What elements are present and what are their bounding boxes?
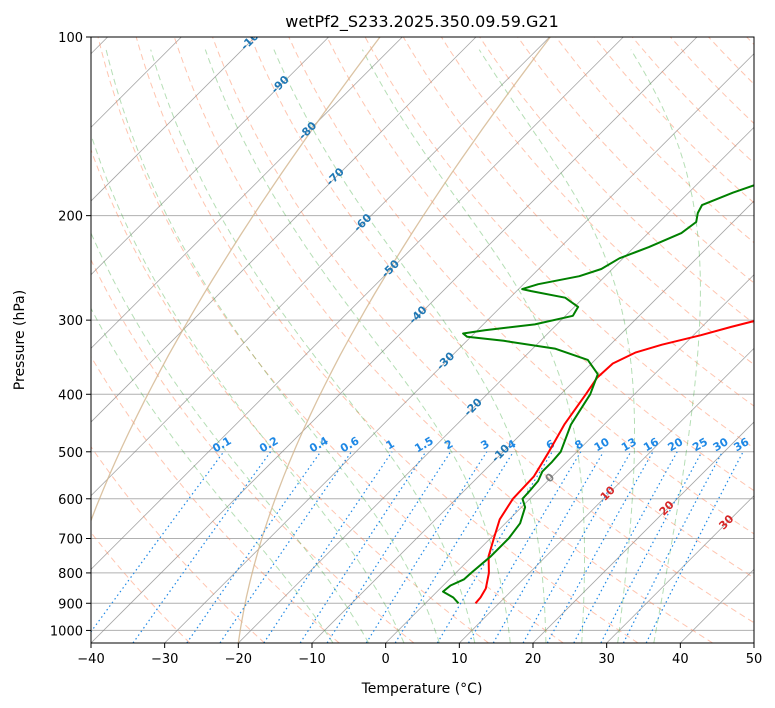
x-tick-label: 10 (451, 652, 468, 667)
y-tick-label: 900 (58, 597, 83, 612)
mixing-ratio-line (186, 451, 322, 643)
isotherm-line (164, 53, 754, 643)
mixing-ratio-line (573, 451, 678, 643)
isotherm-line (91, 37, 329, 276)
chart-title: wetPf2_S233.2025.350.09.59.G21 (285, 12, 559, 32)
isotherm-line (91, 37, 256, 202)
reference-curve (237, 37, 551, 643)
dry-adiabat-line (91, 445, 265, 643)
dry-adiabat-line (135, 37, 639, 643)
isotherm-line (91, 37, 403, 349)
mixing-ratio-line (436, 451, 553, 643)
mixing-ratio-line (91, 451, 225, 633)
isotherm-line (238, 126, 754, 643)
mixing-ratio-line (365, 451, 488, 643)
dry-adiabat-line (250, 37, 754, 579)
y-tick-label: 600 (58, 493, 83, 508)
temperature-profile-line (474, 320, 754, 604)
dry-adiabat-line (593, 37, 754, 204)
mixing-ratio-line (492, 451, 605, 643)
moist-adiabat-line (105, 49, 440, 643)
mixing-ratio-line (299, 451, 427, 643)
isotherm-line (385, 274, 754, 643)
dry-adiabat-line (479, 37, 754, 325)
mixing-ratio-line (326, 451, 452, 643)
moist-adiabat-line (361, 49, 585, 643)
isotherm-line (532, 421, 754, 643)
dewpoint-profile-line (442, 184, 754, 604)
y-tick-label: 100 (58, 31, 83, 46)
x-tick-label: 50 (746, 652, 763, 667)
x-tick-label: 20 (525, 652, 542, 667)
x-tick-label: −20 (225, 652, 252, 667)
dry-adiabat-line (402, 37, 754, 407)
dry-adiabat-line (97, 37, 564, 643)
dry-adiabat-line (91, 258, 415, 643)
mixing-ratio-line (546, 451, 654, 643)
x-tick-label: −10 (298, 652, 325, 667)
mixing-ratio-line (394, 451, 514, 643)
isotherm-line (91, 37, 477, 423)
moist-adiabat-line (91, 133, 405, 643)
x-tick-label: 40 (672, 652, 689, 667)
dry-adiabat-line (326, 37, 754, 492)
x-axis-label: Temperature (°C) (361, 681, 483, 697)
isotherm-line (311, 200, 754, 643)
y-tick-label: 500 (58, 446, 83, 461)
dry-adiabat-line (631, 37, 754, 164)
isotherm-line (606, 495, 754, 643)
y-tick-label: 400 (58, 388, 83, 403)
moist-adiabat-line (91, 307, 334, 643)
isotherm-line (459, 347, 754, 643)
x-tick-label: 0 (382, 652, 390, 667)
y-tick-label: 700 (58, 533, 83, 548)
isotherm-line (91, 37, 698, 643)
x-tick-label: 30 (598, 652, 615, 667)
x-axis: −40 −30 −20 −10 0 10 20 30 40 50 (77, 643, 762, 667)
x-tick-label: −30 (151, 652, 178, 667)
moist-adiabat-line (630, 49, 701, 643)
dry-adiabat-line (212, 37, 754, 624)
y-tick-label: 800 (58, 567, 83, 582)
moist-adiabat-line (150, 49, 476, 643)
mixing-ratio-line (467, 451, 582, 643)
mixing-ratio-line (132, 451, 272, 643)
isotherm-line (91, 37, 624, 570)
y-axis: 100 200 300 400 500 600 700 800 900 1000 (50, 31, 91, 639)
y-tick-label: 1000 (50, 624, 83, 639)
moist-adiabat-line (91, 231, 370, 643)
moist-adiabat-line (478, 49, 635, 643)
reference-curve (91, 37, 381, 523)
plot-frame (90, 36, 755, 644)
y-tick-label: 200 (58, 210, 83, 225)
y-axis-label: Pressure (hPa) (12, 290, 28, 390)
y-tick-label: 300 (58, 314, 83, 329)
isotherm-line (91, 37, 550, 497)
moist-adiabat-line (204, 49, 511, 643)
dry-adiabat-line (517, 37, 754, 284)
x-tick-label: −40 (77, 652, 104, 667)
moist-adiabat-line (273, 49, 547, 643)
dry-adiabat-line (364, 37, 754, 449)
mixing-ratio-line (522, 451, 632, 643)
